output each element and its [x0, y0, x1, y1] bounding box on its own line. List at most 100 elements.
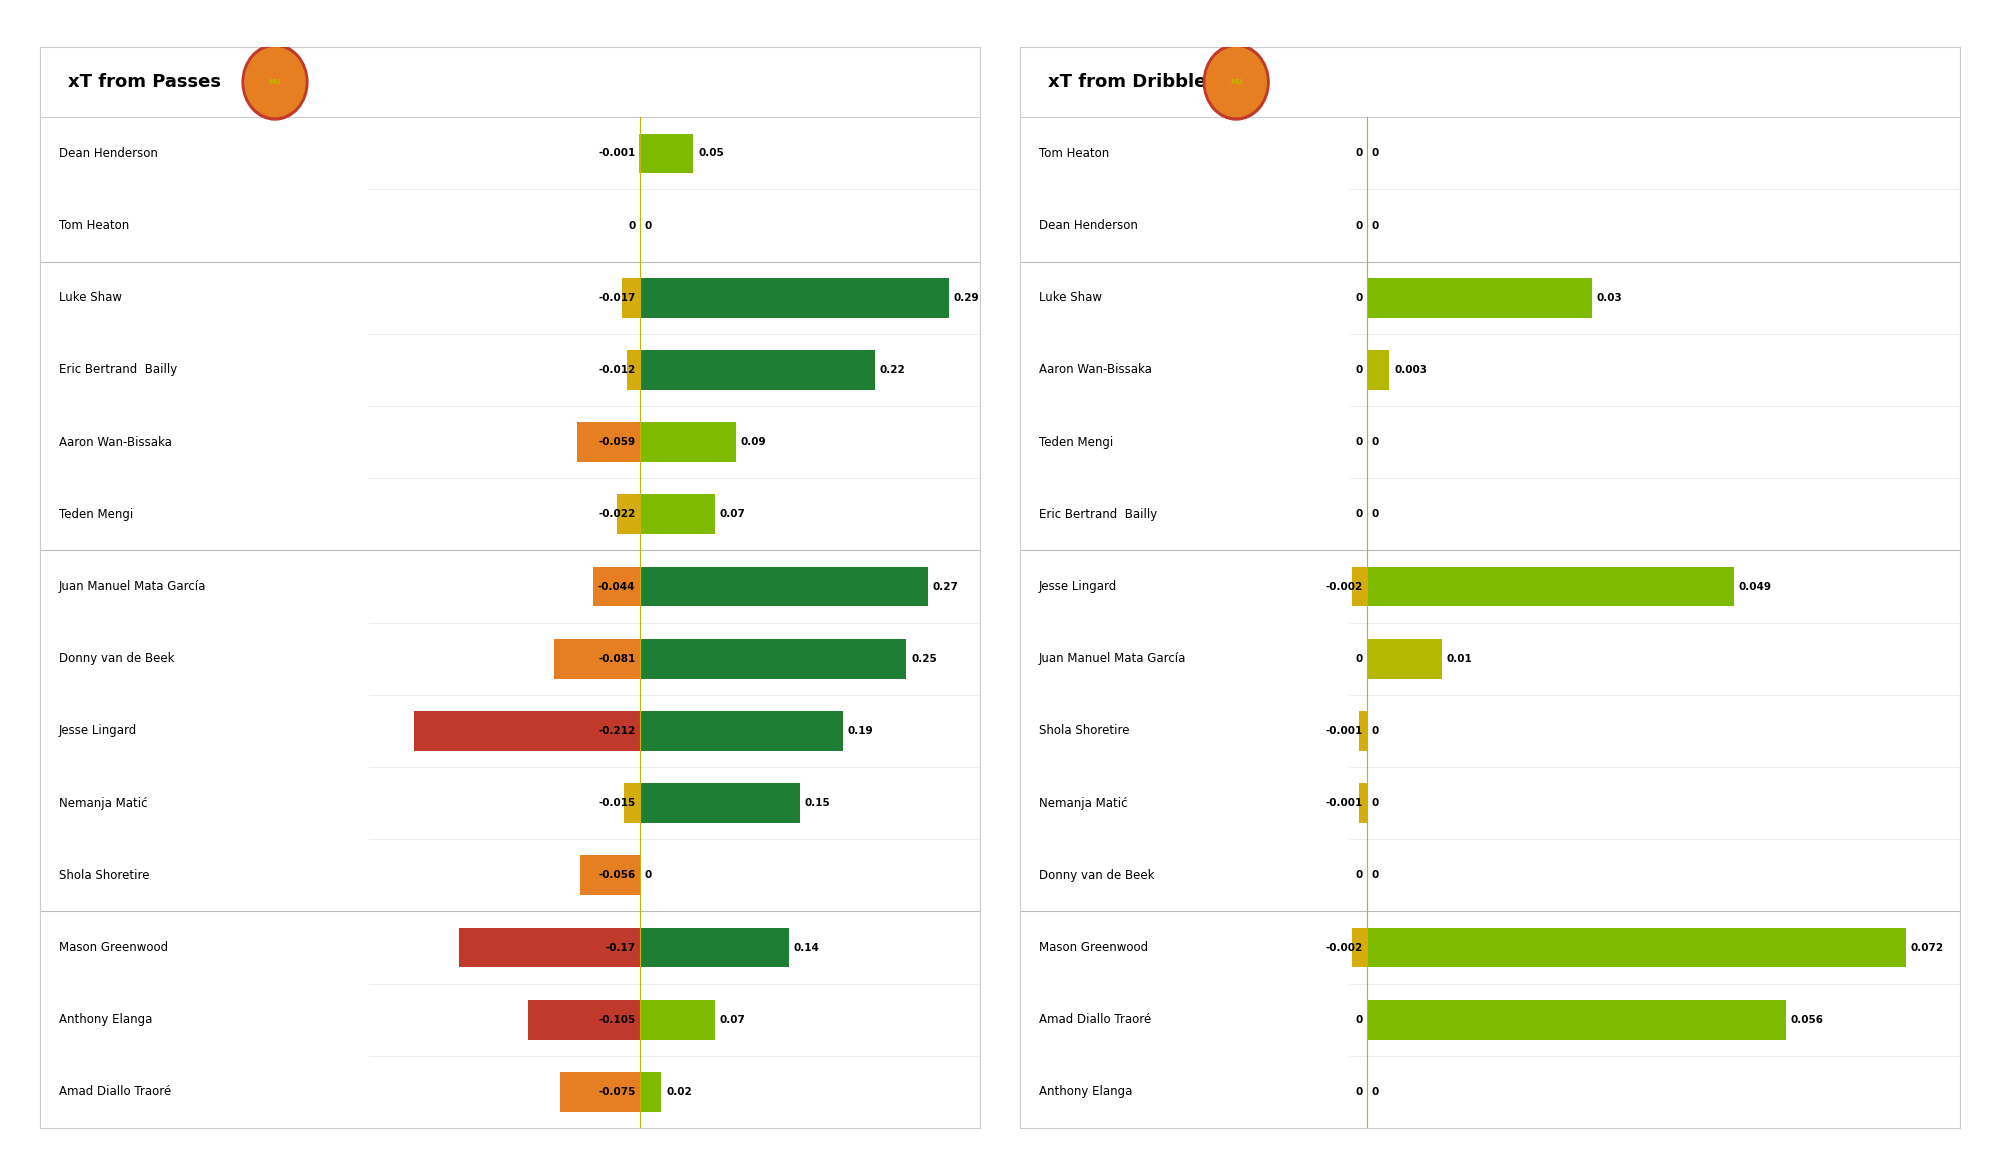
FancyBboxPatch shape — [1352, 927, 1366, 967]
Text: -0.017: -0.017 — [598, 293, 636, 303]
FancyBboxPatch shape — [640, 711, 842, 751]
Text: -0.015: -0.015 — [598, 798, 636, 808]
Text: -0.001: -0.001 — [1326, 726, 1362, 736]
FancyBboxPatch shape — [1360, 784, 1366, 822]
Text: 0: 0 — [1356, 871, 1362, 880]
Text: 0: 0 — [1372, 726, 1378, 736]
FancyBboxPatch shape — [1366, 278, 1592, 317]
Text: 0: 0 — [1372, 148, 1378, 159]
Text: Mason Greenwood: Mason Greenwood — [1038, 941, 1148, 954]
Text: 0.02: 0.02 — [666, 1087, 692, 1097]
Text: -0.022: -0.022 — [598, 509, 636, 519]
Text: 0: 0 — [1372, 1087, 1378, 1097]
FancyBboxPatch shape — [616, 495, 640, 535]
Text: Dean Henderson: Dean Henderson — [1038, 219, 1138, 231]
Text: Teden Mengi: Teden Mengi — [58, 508, 134, 521]
FancyBboxPatch shape — [1366, 927, 1906, 967]
Text: 0: 0 — [1372, 437, 1378, 448]
FancyBboxPatch shape — [1360, 711, 1366, 751]
Text: Nemanja Matić: Nemanja Matić — [58, 797, 148, 810]
Text: Donny van de Beek: Donny van de Beek — [58, 652, 174, 665]
FancyBboxPatch shape — [1366, 350, 1390, 390]
Text: 0.25: 0.25 — [912, 653, 936, 664]
Text: Aaron Wan-Bissaka: Aaron Wan-Bissaka — [1038, 363, 1152, 376]
Text: 0: 0 — [1356, 1087, 1362, 1097]
Text: Tom Heaton: Tom Heaton — [58, 219, 130, 231]
Text: MU: MU — [268, 79, 282, 85]
Text: 0.03: 0.03 — [1596, 293, 1622, 303]
Text: 0: 0 — [628, 221, 636, 230]
Text: Anthony Elanga: Anthony Elanga — [1038, 1086, 1132, 1099]
Text: 0.07: 0.07 — [720, 509, 746, 519]
Text: Teden Mengi: Teden Mengi — [1038, 436, 1114, 449]
Text: Jesse Lingard: Jesse Lingard — [58, 725, 138, 738]
Text: xT from Dribbles: xT from Dribbles — [1048, 73, 1218, 92]
Text: -0.17: -0.17 — [606, 942, 636, 953]
FancyBboxPatch shape — [640, 784, 800, 822]
Text: 0: 0 — [1356, 293, 1362, 303]
FancyBboxPatch shape — [1366, 566, 1734, 606]
FancyBboxPatch shape — [640, 350, 874, 390]
Text: -0.001: -0.001 — [1326, 798, 1362, 808]
Text: Anthony Elanga: Anthony Elanga — [58, 1013, 152, 1026]
Text: 0.14: 0.14 — [794, 942, 820, 953]
FancyBboxPatch shape — [628, 350, 640, 390]
Text: Mason Greenwood: Mason Greenwood — [58, 941, 168, 954]
FancyBboxPatch shape — [1366, 1000, 1786, 1040]
Circle shape — [244, 47, 306, 116]
Text: Nemanja Matić: Nemanja Matić — [1038, 797, 1128, 810]
FancyBboxPatch shape — [640, 566, 928, 606]
Text: 0.003: 0.003 — [1394, 365, 1428, 375]
Text: -0.056: -0.056 — [598, 871, 636, 880]
Text: -0.012: -0.012 — [598, 365, 636, 375]
Text: 0: 0 — [1356, 365, 1362, 375]
Text: 0: 0 — [1372, 509, 1378, 519]
Text: 0: 0 — [1356, 148, 1362, 159]
Text: 0: 0 — [1356, 437, 1362, 448]
Text: Juan Manuel Mata García: Juan Manuel Mata García — [1038, 652, 1186, 665]
Text: -0.105: -0.105 — [598, 1015, 636, 1025]
Text: -0.075: -0.075 — [598, 1087, 636, 1097]
Circle shape — [1204, 45, 1270, 120]
Text: MU: MU — [1230, 79, 1242, 85]
FancyBboxPatch shape — [578, 422, 640, 462]
FancyBboxPatch shape — [640, 134, 694, 173]
Text: 0: 0 — [644, 871, 652, 880]
Text: Amad Diallo Traoré: Amad Diallo Traoré — [58, 1086, 172, 1099]
Text: 0.07: 0.07 — [720, 1015, 746, 1025]
Text: Dean Henderson: Dean Henderson — [58, 147, 158, 160]
Text: Shola Shoretire: Shola Shoretire — [58, 868, 150, 881]
Text: 0.19: 0.19 — [848, 726, 872, 736]
FancyBboxPatch shape — [640, 495, 714, 535]
FancyBboxPatch shape — [580, 855, 640, 895]
FancyBboxPatch shape — [640, 1000, 714, 1040]
FancyBboxPatch shape — [594, 566, 640, 606]
Text: 0: 0 — [1356, 509, 1362, 519]
Text: 0.27: 0.27 — [932, 582, 958, 591]
FancyBboxPatch shape — [1352, 566, 1366, 606]
Text: Eric Bertrand  Bailly: Eric Bertrand Bailly — [1038, 508, 1158, 521]
FancyBboxPatch shape — [560, 1072, 640, 1112]
Text: 0.05: 0.05 — [698, 148, 724, 159]
Text: -0.002: -0.002 — [1326, 582, 1362, 591]
Text: Donny van de Beek: Donny van de Beek — [1038, 868, 1154, 881]
Text: Aaron Wan-Bissaka: Aaron Wan-Bissaka — [58, 436, 172, 449]
Text: Amad Diallo Traoré: Amad Diallo Traoré — [1038, 1013, 1152, 1026]
Text: -0.001: -0.001 — [598, 148, 636, 159]
FancyBboxPatch shape — [640, 1072, 662, 1112]
Text: Shola Shoretire: Shola Shoretire — [1038, 725, 1130, 738]
Text: xT from Passes: xT from Passes — [68, 73, 222, 92]
FancyBboxPatch shape — [414, 711, 640, 751]
Text: -0.044: -0.044 — [598, 582, 636, 591]
Text: 0: 0 — [1372, 798, 1378, 808]
Text: -0.212: -0.212 — [598, 726, 636, 736]
Text: 0.15: 0.15 — [804, 798, 830, 808]
Text: 0.09: 0.09 — [740, 437, 766, 448]
FancyBboxPatch shape — [624, 784, 640, 822]
Text: 0: 0 — [644, 221, 652, 230]
Text: -0.081: -0.081 — [598, 653, 636, 664]
FancyBboxPatch shape — [640, 422, 736, 462]
FancyBboxPatch shape — [640, 278, 950, 317]
Text: Luke Shaw: Luke Shaw — [58, 291, 122, 304]
FancyBboxPatch shape — [1366, 639, 1442, 679]
